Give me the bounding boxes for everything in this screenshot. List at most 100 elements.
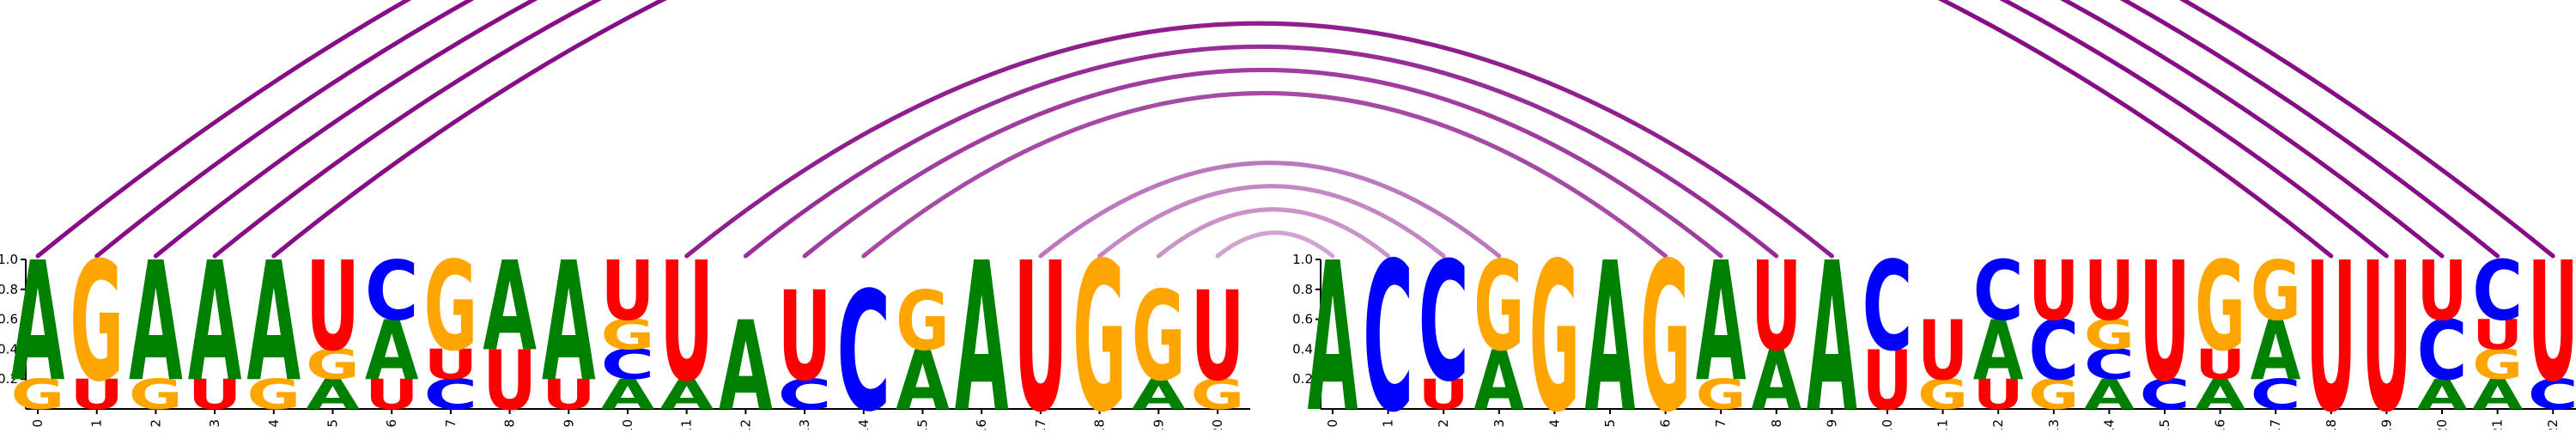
x-tick-label: 17 xyxy=(2268,419,2283,430)
x-tick-label: 10 xyxy=(620,419,635,430)
logo-letter-G: G xyxy=(424,235,478,379)
base-pair-arc xyxy=(1097,184,1446,259)
logo-letter-U: U xyxy=(778,265,832,409)
logo-letter-U: U xyxy=(601,244,655,339)
logo-letter-G: G xyxy=(1072,219,1127,430)
y-tick-label: 1.0 xyxy=(1292,252,1313,267)
x-tick-label: 16 xyxy=(2213,419,2228,430)
logo-letter-C: C xyxy=(778,372,832,419)
logo-letter-A: A xyxy=(2251,304,2301,399)
y-tick-label: 0.8 xyxy=(1292,282,1313,297)
x-tick-label: 20 xyxy=(2434,419,2450,430)
logo-letter-U: U xyxy=(542,371,596,419)
y-tick-label: 0.4 xyxy=(0,341,18,357)
x-tick-label: 9 xyxy=(1824,419,1839,428)
base-pair-arc xyxy=(1038,161,1502,259)
x-tick-label: 21 xyxy=(2490,419,2506,430)
logo-letter-G: G xyxy=(11,372,65,419)
base-pair-arc xyxy=(94,0,2500,259)
y-tick-label: 0.6 xyxy=(0,312,18,327)
logo-letter-U: U xyxy=(1014,218,1068,430)
logo-letter-C: C xyxy=(2140,371,2190,419)
logo-letter-C: C xyxy=(2084,341,2135,389)
logo-letter-A: A xyxy=(542,227,596,418)
logo-letter-G: G xyxy=(306,342,360,389)
logo-letter-U: U xyxy=(2417,243,2468,339)
x-tick-label: 12 xyxy=(1990,419,2006,430)
logo-letter-C: C xyxy=(1363,219,1413,430)
logo-letter-G: G xyxy=(896,274,950,369)
logo-letter-A: A xyxy=(1751,334,1801,430)
x-tick-label: 4 xyxy=(1546,419,1562,428)
logo-letter-A: A xyxy=(2417,371,2468,419)
x-tick-label: 11 xyxy=(1935,419,1951,430)
logo-letter-C: C xyxy=(836,257,890,430)
base-pair-arc xyxy=(684,21,1834,259)
x-tick-label: 7 xyxy=(1713,419,1728,428)
base-pair-arc xyxy=(802,67,1723,259)
logo-letter-G: G xyxy=(1132,265,1186,409)
logo-letter-A: A xyxy=(246,227,301,418)
x-tick-label: 6 xyxy=(384,419,399,428)
logo-letter-U: U xyxy=(1917,302,1968,399)
logo-letter-U: U xyxy=(2361,218,2412,430)
x-tick-label: 0 xyxy=(30,419,46,428)
logo-letter-U: U xyxy=(1419,371,1469,418)
logo-letter-C: C xyxy=(2472,243,2523,339)
logo-letter-U: U xyxy=(188,371,242,419)
logo-letter-A: A xyxy=(2084,371,2135,419)
x-tick-label: 7 xyxy=(443,419,459,428)
logo-letter-A: A xyxy=(188,227,242,418)
y-tick-label: 0.8 xyxy=(0,282,18,297)
left-logo-panel: 0.20.40.60.81.00GA1UG2GA3UA4GA5AGU6UAC7C… xyxy=(0,218,1250,433)
logo-letter-C: C xyxy=(1419,227,1469,418)
logo-letter-C: C xyxy=(424,372,478,419)
logo-letter-G: G xyxy=(1529,218,1580,430)
logo-letter-U: U xyxy=(2028,243,2079,339)
base-pair-arc xyxy=(743,44,1779,259)
logo-letter-U: U xyxy=(659,229,714,419)
x-tick-label: 15 xyxy=(2157,419,2172,430)
y-tick-label: 0.4 xyxy=(1292,341,1313,357)
logo-letter-G: G xyxy=(2028,372,2079,419)
base-pair-arc xyxy=(861,90,1668,259)
logo-letter-U: U xyxy=(1862,332,1913,429)
logo-letter-U: U xyxy=(2140,228,2190,418)
logo-letter-U: U xyxy=(365,371,419,419)
base-pair-arc xyxy=(35,0,2555,259)
logo-letter-A: A xyxy=(1696,228,1747,418)
logo-letter-G: G xyxy=(1917,372,1968,419)
x-tick-label: 2 xyxy=(148,419,163,428)
logo-letter-G: G xyxy=(1473,235,1524,379)
logo-letter-A: A xyxy=(1807,219,1857,430)
logo-letter-A: A xyxy=(11,227,65,418)
logo-letter-G: G xyxy=(2251,243,2301,338)
logo-letter-A: A xyxy=(896,333,950,429)
logo-letter-A: A xyxy=(1308,219,1358,430)
x-tick-label: 4 xyxy=(266,419,282,428)
base-pair-arc xyxy=(212,0,2389,259)
x-tick-label: 5 xyxy=(325,419,341,428)
y-tick-label: 1.0 xyxy=(0,252,18,267)
logo-letter-A: A xyxy=(306,370,360,418)
logo-letter-A: A xyxy=(1973,304,2024,399)
logo-letter-U: U xyxy=(2084,243,2135,339)
logo-letter-G: G xyxy=(2084,312,2135,359)
logo-letter-U: U xyxy=(483,333,537,429)
logo-letter-G: G xyxy=(1191,372,1245,419)
x-tick-label: 14 xyxy=(2101,419,2117,430)
logo-letter-U: U xyxy=(2472,312,2523,359)
logo-letter-U: U xyxy=(1751,235,1801,379)
x-tick-label: 22 xyxy=(2545,419,2561,430)
logo-letter-C: C xyxy=(365,244,419,339)
x-tick-label: 1 xyxy=(89,419,105,428)
y-tick-label: 0.2 xyxy=(0,371,18,387)
x-tick-label: 13 xyxy=(2046,419,2062,430)
logo-letter-U: U xyxy=(2528,228,2576,418)
logo-letter-U: U xyxy=(306,235,360,379)
y-tick-label: 0.6 xyxy=(1292,312,1313,327)
x-tick-label: 5 xyxy=(1602,419,1618,428)
logo-letter-A: A xyxy=(601,370,655,418)
